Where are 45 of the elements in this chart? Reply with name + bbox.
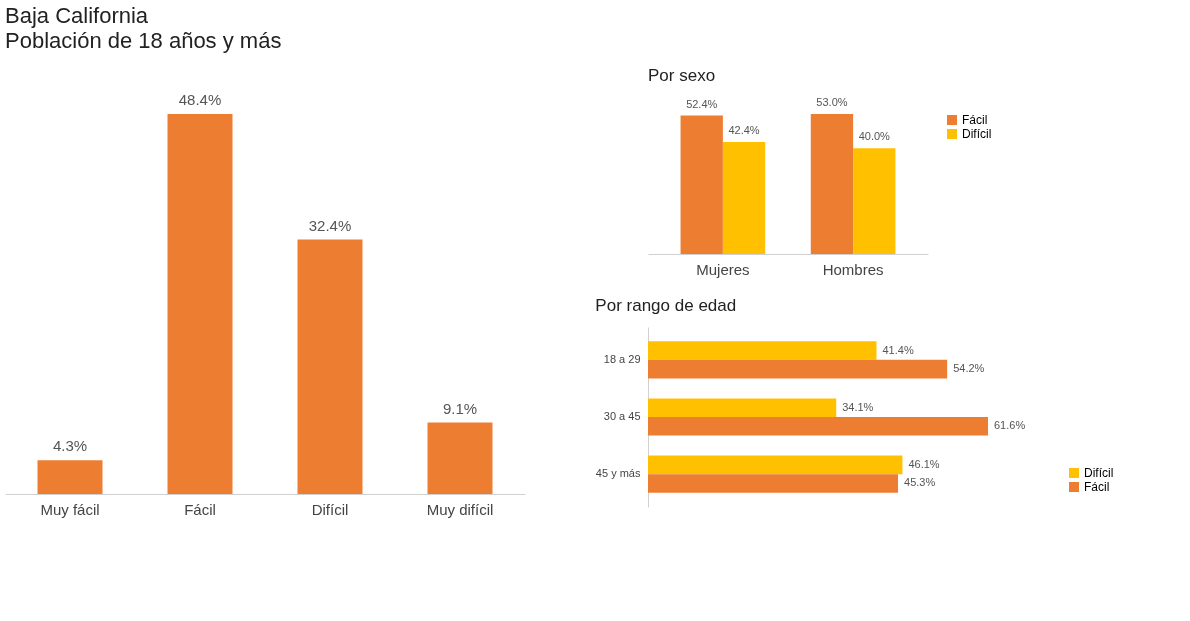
bar [427, 422, 493, 494]
data-label: 54.2% [953, 362, 985, 375]
x-tick-label: Mujeres [696, 260, 750, 278]
bar [297, 239, 363, 494]
data-label: 52.4% [686, 97, 718, 110]
chart-title: Por sexo [648, 66, 716, 85]
bar [648, 474, 899, 493]
y-tick-label: 45 y más [595, 467, 641, 480]
bar [648, 359, 948, 379]
x-tick-label: Fácil [184, 500, 216, 518]
chart-subtitle: Población de 18 años y más [5, 28, 282, 53]
bar [853, 148, 896, 254]
data-label: 42.4% [728, 124, 760, 136]
bar [37, 460, 103, 494]
data-label: 48.4% [178, 91, 222, 108]
data-label: 45.3% [904, 476, 936, 489]
chart-title: Por rango de edad [595, 296, 737, 315]
legend-label: Difícil [1084, 466, 1114, 480]
data-label: 53.0% [816, 96, 848, 108]
legend-label: Fácil [962, 113, 988, 127]
bar [810, 114, 854, 254]
x-tick-label: Hombres [822, 260, 884, 278]
x-tick-label: Muy difícil [426, 500, 494, 518]
data-label: 46.1% [908, 457, 940, 470]
chart-title: Baja California [5, 3, 149, 28]
data-label: 32.4% [308, 216, 352, 234]
data-label: 34.1% [842, 400, 874, 413]
bar [648, 341, 877, 360]
bar [722, 142, 766, 254]
bar [167, 114, 233, 494]
data-label: 40.0% [858, 130, 891, 143]
y-tick-label: 30 a 45 [603, 410, 641, 422]
y-tick-label: 18 a 29 [603, 352, 641, 365]
legend-label: Fácil [1084, 480, 1110, 494]
data-label: 4.3% [52, 437, 88, 455]
bar [648, 398, 837, 417]
bar [680, 115, 723, 254]
x-tick-label: Muy fácil [40, 500, 100, 518]
data-label: 9.1% [442, 399, 478, 417]
data-label: 41.4% [882, 343, 914, 356]
legend-label: Difícil [962, 127, 992, 141]
bar [648, 455, 903, 475]
data-label: 61.6% [994, 419, 1026, 432]
x-tick-label: Difícil [311, 500, 349, 518]
bar [648, 417, 988, 436]
